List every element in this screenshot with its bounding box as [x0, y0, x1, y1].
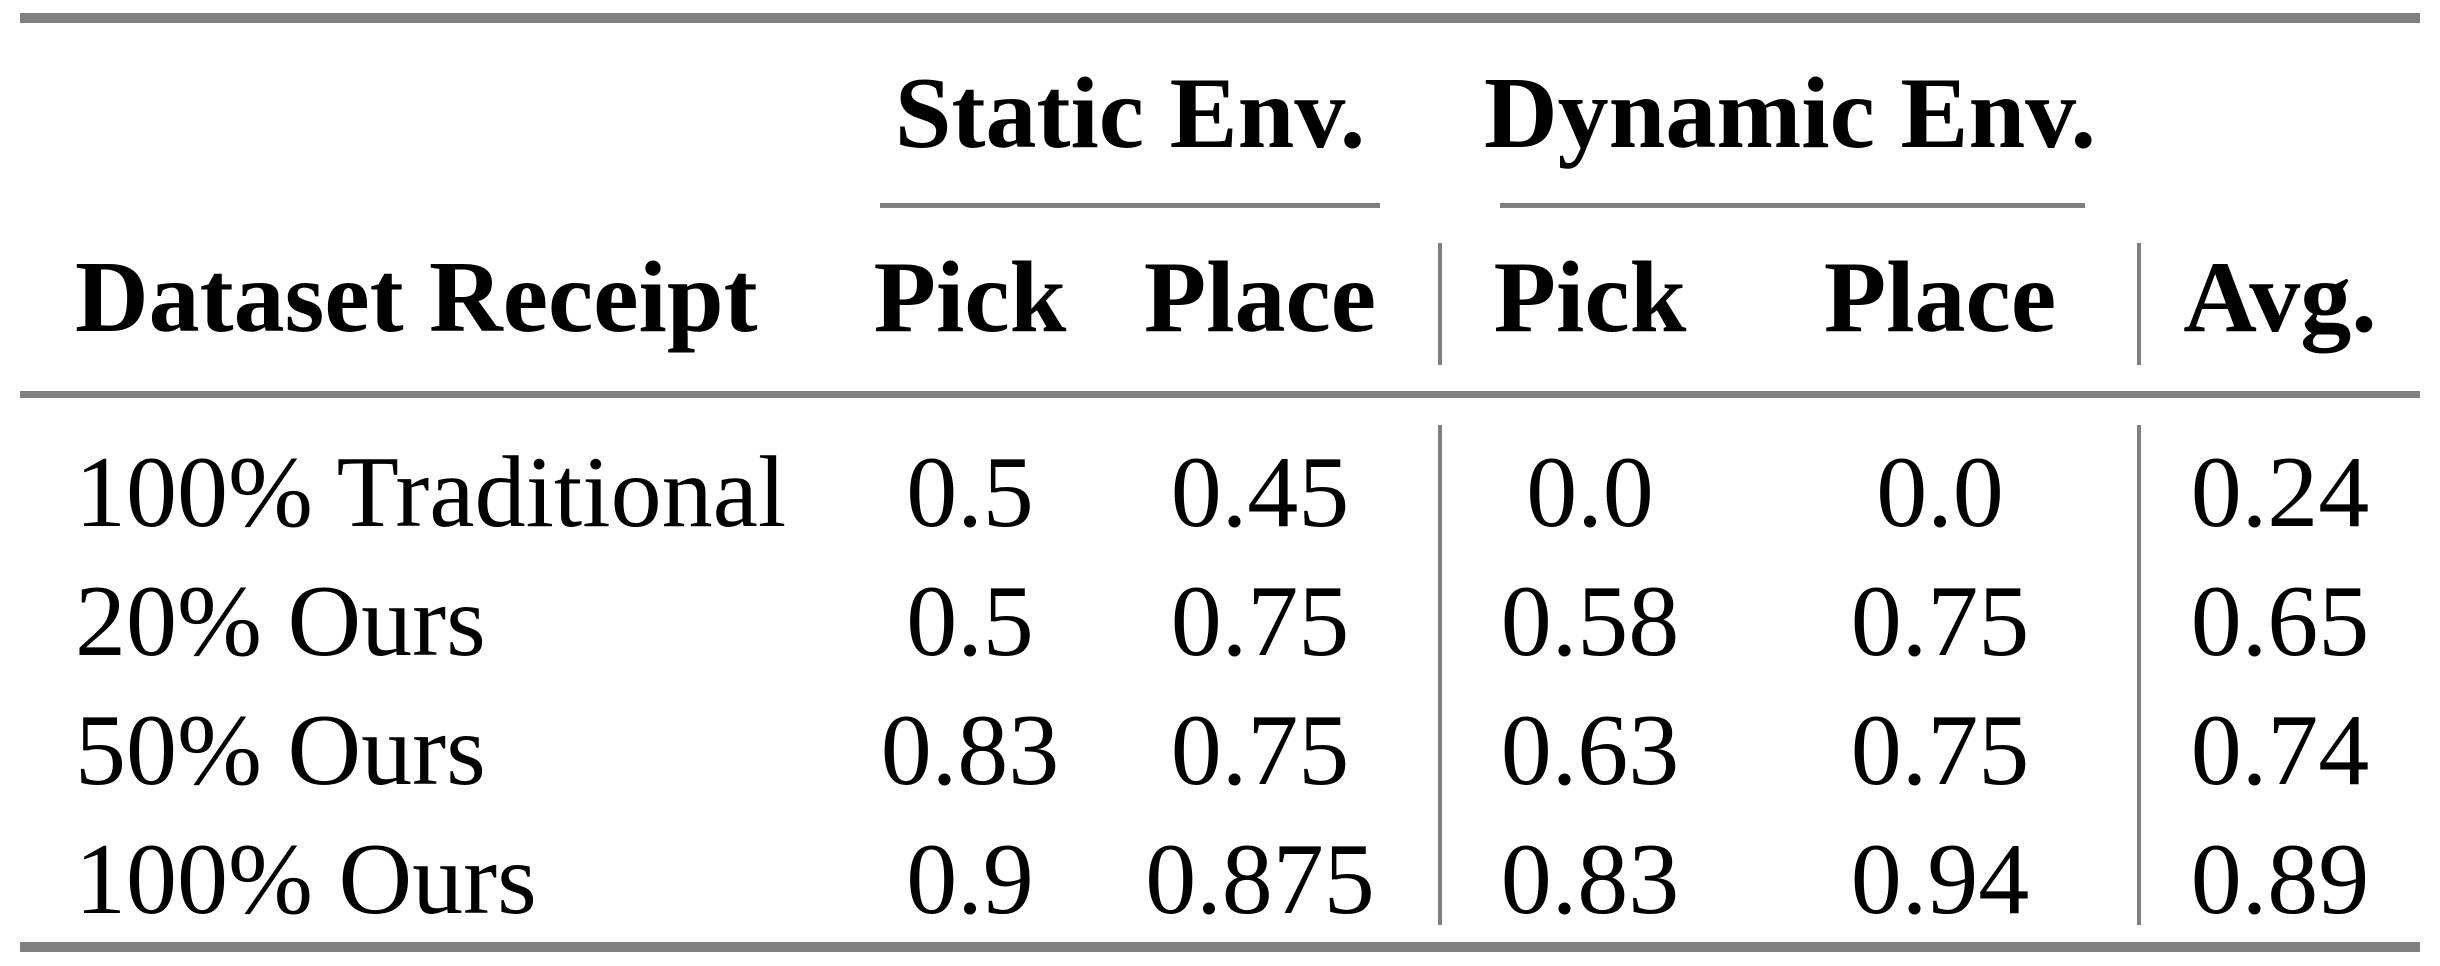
table-row: 50% Ours 0.83 0.75 0.63 0.75 0.74 — [20, 686, 2420, 815]
vertical-rule-avg-header — [2137, 243, 2141, 365]
cell-static-place: 0.45 — [1080, 428, 1440, 557]
cell-value: 0.75 — [1850, 564, 2030, 678]
cell-static-pick: 0.5 — [860, 428, 1080, 557]
cell-dynamic-pick: 0.0 — [1440, 428, 1740, 557]
dynamic-env-cmidrule — [1500, 203, 2085, 208]
cell-value: 0.24 — [2190, 435, 2370, 549]
row-label: 50% Ours — [75, 693, 486, 807]
cell-static-place: 0.75 — [1080, 686, 1440, 815]
cell-avg: 0.65 — [2140, 557, 2420, 686]
cell-dynamic-place: 0.0 — [1740, 428, 2140, 557]
row-label-cell: 20% Ours — [20, 557, 860, 686]
row-label-cell: 50% Ours — [20, 686, 860, 815]
cell-value: 0.875 — [1145, 822, 1375, 936]
spacer-cell — [1740, 391, 2140, 428]
cell-value: 0.45 — [1170, 435, 1350, 549]
results-table: Static Env. Dynamic Env. Dataset Receipt… — [20, 23, 2420, 944]
cell-value: 0.83 — [1500, 822, 1680, 936]
row-label-cell: 100% Ours — [20, 815, 860, 944]
spacer-cell — [1440, 391, 1740, 428]
spacer-row — [20, 391, 2420, 428]
cell-value: 0.75 — [1170, 693, 1350, 807]
col-header-static-pick: Pick — [860, 205, 1080, 391]
cell-static-pick: 0.5 — [860, 557, 1080, 686]
cell-avg: 0.89 — [2140, 815, 2420, 944]
cell-value: 0.65 — [2190, 564, 2370, 678]
cell-value: 0.5 — [906, 564, 1034, 678]
cell-value: 0.63 — [1500, 693, 1680, 807]
col-header-avg: Avg. — [2140, 205, 2420, 391]
row-label-cell: 100% Traditional — [20, 428, 860, 557]
column-header-row: Dataset Receipt Pick Place Pick Place Av… — [20, 205, 2420, 391]
cell-value: 0.83 — [880, 693, 1060, 807]
cell-value: 0.94 — [1850, 822, 2030, 936]
col-header-dynamic-pick: Pick — [1440, 205, 1740, 391]
spacer-cell — [2140, 391, 2420, 428]
cell-static-pick: 0.83 — [860, 686, 1080, 815]
col-header-static-place: Place — [1080, 205, 1440, 391]
col-header-dynamic-place: Place — [1740, 205, 2140, 391]
cell-value: 0.75 — [1170, 564, 1350, 678]
static-env-cmidrule — [880, 203, 1380, 208]
group-header-spacer-cell — [20, 23, 860, 205]
vertical-rule-static-dynamic-body — [1438, 425, 1442, 925]
spacer-cell — [20, 391, 860, 428]
col-header-dataset-receipt: Dataset Receipt — [20, 205, 860, 391]
cell-dynamic-place: 0.94 — [1740, 815, 2140, 944]
cell-avg: 0.74 — [2140, 686, 2420, 815]
cell-dynamic-pick: 0.63 — [1440, 686, 1740, 815]
table-row: 100% Traditional 0.5 0.45 0.0 0.0 0.24 — [20, 428, 2420, 557]
table-row: 100% Ours 0.9 0.875 0.83 0.94 0.89 — [20, 815, 2420, 944]
col-header-dynamic-place-label: Place — [1823, 241, 2057, 354]
row-label: 20% Ours — [75, 564, 486, 678]
col-header-static-place-label: Place — [1143, 241, 1377, 354]
col-header-static-pick-label: Pick — [873, 241, 1067, 354]
cell-value: 0.0 — [1876, 435, 2004, 549]
cell-static-place: 0.875 — [1080, 815, 1440, 944]
top-rule — [20, 13, 2420, 23]
spacer-cell — [860, 391, 1080, 428]
group-header-dynamic-env: Dynamic Env. — [1440, 23, 2140, 205]
cell-value: 0.9 — [906, 822, 1034, 936]
group-header-dynamic-env-label: Dynamic Env. — [1483, 57, 2097, 170]
cell-dynamic-pick: 0.83 — [1440, 815, 1740, 944]
group-header-static-env-label: Static Env. — [894, 57, 1366, 170]
col-header-dataset-receipt-label: Dataset Receipt — [75, 241, 758, 354]
row-label: 100% Traditional — [75, 435, 787, 549]
cell-value: 0.58 — [1500, 564, 1680, 678]
cell-value: 0.0 — [1526, 435, 1654, 549]
vertical-rule-avg-body — [2137, 425, 2141, 925]
vertical-rule-static-dynamic-header — [1438, 243, 1442, 365]
group-header-spacer-cell — [2140, 23, 2420, 205]
cell-value: 0.5 — [906, 435, 1034, 549]
table-row: 20% Ours 0.5 0.75 0.58 0.75 0.65 — [20, 557, 2420, 686]
group-header-row: Static Env. Dynamic Env. — [20, 23, 2420, 205]
cell-value: 0.74 — [2190, 693, 2370, 807]
bottom-rule — [20, 942, 2420, 952]
col-header-avg-label: Avg. — [2183, 241, 2377, 354]
header-midrule — [20, 391, 2420, 398]
cell-dynamic-pick: 0.58 — [1440, 557, 1740, 686]
group-header-static-env: Static Env. — [860, 23, 1440, 205]
spacer-cell — [1080, 391, 1440, 428]
cell-value: 0.75 — [1850, 693, 2030, 807]
cell-dynamic-place: 0.75 — [1740, 686, 2140, 815]
cell-avg: 0.24 — [2140, 428, 2420, 557]
cell-dynamic-place: 0.75 — [1740, 557, 2140, 686]
col-header-dynamic-pick-label: Pick — [1493, 241, 1687, 354]
cell-value: 0.89 — [2190, 822, 2370, 936]
row-label: 100% Ours — [75, 822, 537, 936]
cell-static-pick: 0.9 — [860, 815, 1080, 944]
cell-static-place: 0.75 — [1080, 557, 1440, 686]
